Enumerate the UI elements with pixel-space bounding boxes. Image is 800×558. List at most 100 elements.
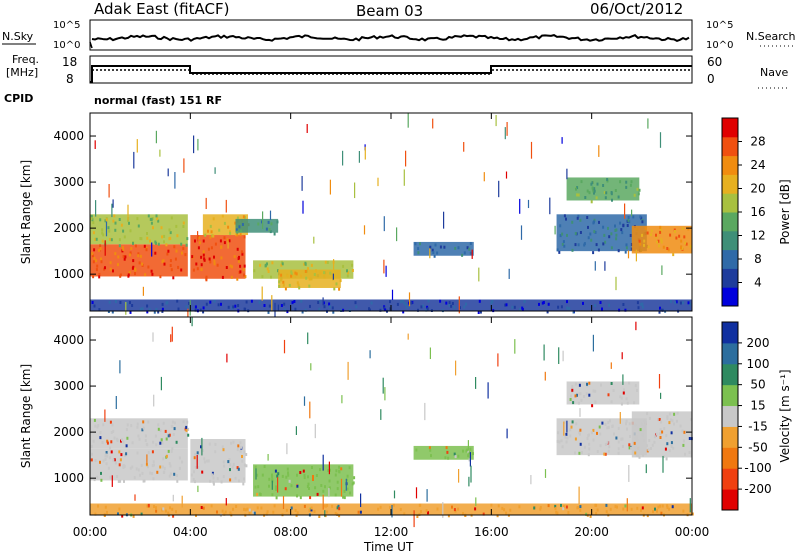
scatter-cell bbox=[594, 400, 597, 404]
scatter-streak bbox=[635, 321, 637, 331]
scatter-cell bbox=[147, 451, 150, 455]
scatter-cell bbox=[617, 195, 620, 199]
scatter-cell bbox=[588, 447, 591, 451]
scatter-cell bbox=[227, 305, 230, 309]
scatter-cell bbox=[141, 428, 144, 432]
scatter-cell bbox=[250, 299, 253, 303]
scatter-cell bbox=[200, 255, 203, 259]
scatter-cell bbox=[559, 234, 562, 238]
scatter-cell bbox=[210, 504, 213, 508]
scatter-streak bbox=[115, 396, 117, 410]
colorbar-swatch bbox=[722, 155, 738, 175]
scatter-cell bbox=[230, 441, 233, 445]
scatter-cell bbox=[114, 461, 117, 465]
scatter-cell bbox=[120, 223, 123, 227]
scatter-streak bbox=[645, 464, 647, 474]
scatter-streak bbox=[405, 150, 407, 167]
scatter-cell bbox=[663, 427, 666, 430]
scatter-cell bbox=[239, 233, 242, 237]
scatter-cell bbox=[611, 425, 614, 428]
scatter-cell bbox=[579, 218, 582, 222]
scatter-cell bbox=[601, 307, 603, 311]
scatter-cell bbox=[223, 464, 226, 468]
scatter-cell bbox=[291, 274, 294, 278]
scatter-cell bbox=[298, 286, 301, 290]
scatter-cell bbox=[457, 454, 460, 458]
scatter-cell bbox=[521, 306, 524, 310]
colorbar-swatch bbox=[722, 136, 738, 157]
scatter-cell bbox=[402, 310, 405, 314]
scatter-cell bbox=[118, 244, 121, 248]
scatter-cell bbox=[641, 220, 644, 224]
scatter-streak bbox=[467, 440, 469, 451]
noise-right-tick-top: 10^5 bbox=[706, 20, 733, 31]
date-label: 06/Oct/2012 bbox=[590, 0, 683, 18]
scatter-cell bbox=[212, 482, 215, 486]
scatter-cell bbox=[218, 228, 221, 232]
scatter-cell bbox=[152, 440, 155, 444]
scatter-cell bbox=[312, 475, 314, 478]
scatter-streak bbox=[167, 168, 169, 177]
scatter-cell bbox=[147, 265, 150, 269]
scatter-cell bbox=[628, 446, 631, 450]
nave-label: Nave bbox=[760, 66, 788, 79]
scatter-cell bbox=[466, 246, 469, 250]
scatter-streak bbox=[286, 443, 288, 455]
scatter-region bbox=[190, 439, 246, 483]
scatter-cell bbox=[628, 422, 631, 426]
scatter-cell bbox=[347, 271, 350, 275]
scatter-streak bbox=[153, 394, 155, 407]
scatter-cell bbox=[661, 430, 664, 434]
scatter-cell bbox=[518, 505, 521, 509]
scatter-cell bbox=[324, 260, 327, 264]
scatter-streak bbox=[508, 268, 510, 279]
y-tick-label: 4000 bbox=[53, 333, 84, 347]
scatter-cell bbox=[223, 221, 226, 225]
scatter-cell bbox=[312, 478, 314, 481]
scatter-cell bbox=[216, 263, 219, 267]
scatter-cell bbox=[239, 441, 242, 445]
scatter-streak bbox=[415, 487, 418, 499]
scatter-cell bbox=[207, 229, 209, 233]
scatter-cell bbox=[284, 287, 287, 291]
scatter-cell bbox=[303, 473, 306, 477]
scatter-cell bbox=[671, 419, 674, 423]
scatter-streak bbox=[519, 198, 521, 214]
scatter-cell bbox=[647, 448, 650, 452]
scatter-cell bbox=[429, 245, 432, 249]
scatter-cell bbox=[144, 273, 147, 277]
scatter-cell bbox=[254, 485, 257, 489]
scatter-cell bbox=[192, 268, 195, 272]
colorbar-title: Power [dB] bbox=[778, 179, 792, 244]
scatter-cell bbox=[586, 189, 589, 193]
scatter-cell bbox=[586, 437, 589, 441]
scatter-cell bbox=[109, 420, 112, 424]
scatter-cell bbox=[468, 458, 471, 462]
scatter-streak bbox=[171, 326, 173, 342]
colorbar-tick-label: 200 bbox=[747, 336, 770, 350]
scatter-streak bbox=[193, 135, 195, 154]
scatter-cell bbox=[617, 447, 620, 451]
scatter-cell bbox=[503, 508, 506, 512]
scatter-streak bbox=[520, 225, 523, 240]
scatter-cell bbox=[569, 434, 572, 438]
scatter-cell bbox=[172, 514, 175, 518]
scatter-cell bbox=[296, 511, 299, 515]
scatter-cell bbox=[599, 301, 602, 304]
scatter-cell bbox=[159, 428, 162, 432]
scatter-cell bbox=[303, 504, 306, 508]
scatter-cell bbox=[182, 420, 185, 424]
scatter-cell bbox=[131, 441, 134, 445]
scatter-streak bbox=[345, 478, 347, 491]
y-tick-label: 4000 bbox=[53, 129, 84, 143]
scatter-cell bbox=[92, 275, 95, 279]
scatter-cell bbox=[638, 455, 641, 459]
scatter-cell bbox=[98, 272, 101, 276]
scatter-cell bbox=[661, 308, 664, 312]
scatter-cell bbox=[202, 239, 205, 243]
scatter-cell bbox=[594, 389, 597, 393]
scatter-cell bbox=[177, 265, 180, 269]
scatter-cell bbox=[681, 301, 684, 305]
scatter-cell bbox=[309, 496, 312, 500]
